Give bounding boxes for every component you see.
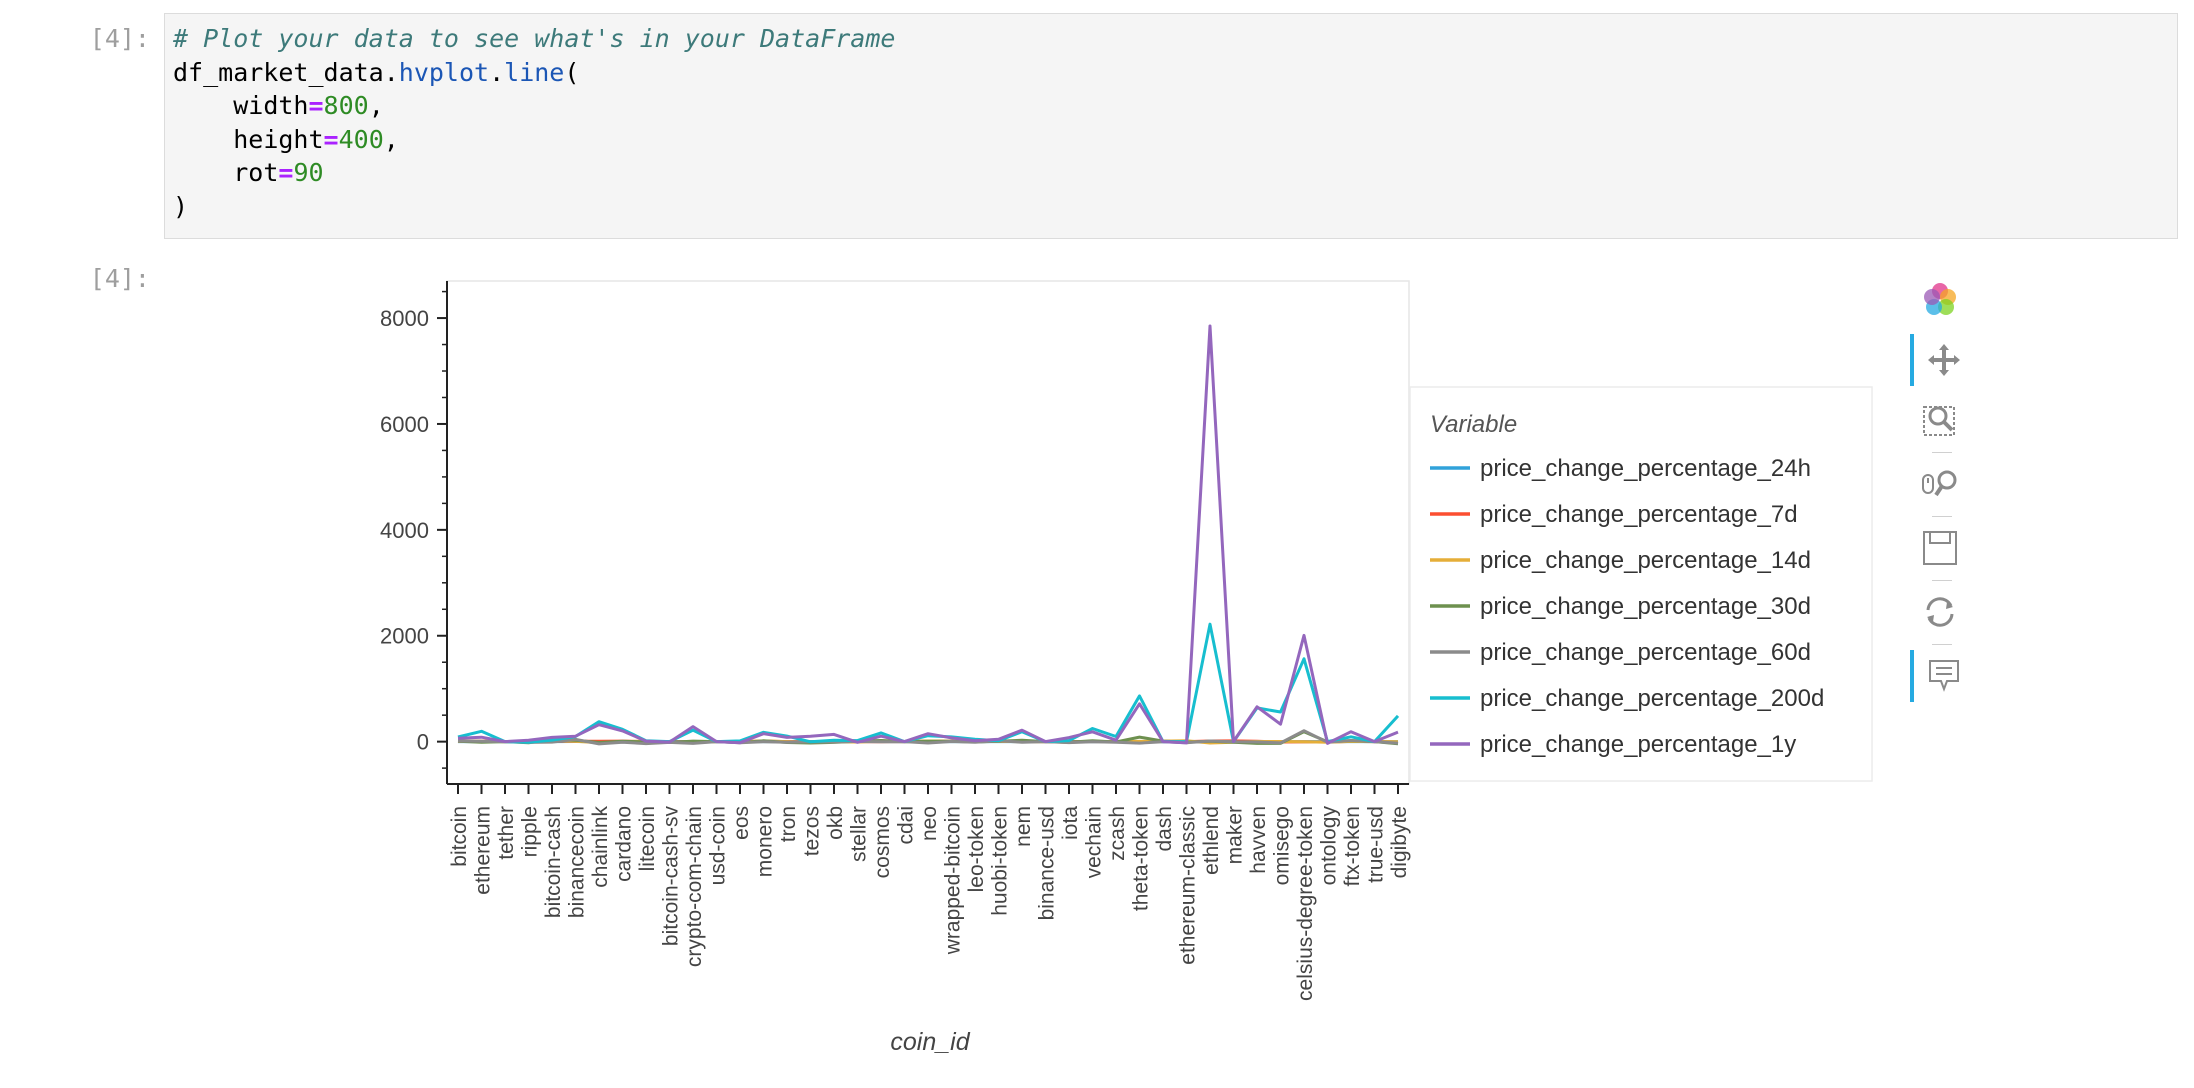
series-line-price-change-percentage-1y bbox=[457, 324, 1399, 745]
x-tick-label: binancecoin bbox=[566, 806, 589, 918]
y-axis: 0 2000 4000 6000 8000 bbox=[380, 281, 448, 784]
legend-item-label[interactable]: price_change_percentage_7d bbox=[1480, 501, 1798, 528]
pan-tool[interactable] bbox=[1910, 334, 1974, 386]
plot-toolbar bbox=[1910, 270, 1970, 710]
x-tick-label: ftx-token bbox=[1341, 806, 1364, 887]
x-axis-label: coin_id bbox=[890, 1028, 970, 1056]
code-attr-line: line bbox=[504, 57, 565, 87]
x-tick-label: ethereum bbox=[472, 806, 495, 895]
x-tick-label: okb bbox=[824, 806, 847, 840]
x-tick-label: monero bbox=[754, 806, 777, 877]
code-line-2: df_market_data.hvplot.line( bbox=[173, 57, 580, 87]
box-zoom-icon bbox=[1923, 406, 1955, 436]
x-tick-label: ethereum-classic bbox=[1177, 806, 1200, 965]
x-tick-label: chainlink bbox=[589, 806, 612, 888]
x-tick-label: wrapped-bitcoin bbox=[942, 806, 965, 955]
code-object: df_market_data bbox=[173, 57, 384, 87]
x-tick-label: tezos bbox=[801, 806, 824, 856]
series-group bbox=[457, 324, 1400, 746]
x-tick-label: nem bbox=[1012, 806, 1035, 847]
x-tick-label: vechain bbox=[1083, 806, 1106, 878]
legend-item-label[interactable]: price_change_percentage_60d bbox=[1480, 639, 1811, 666]
y-tick-label: 2000 bbox=[380, 624, 429, 649]
x-tick-label: theta-token bbox=[1130, 806, 1153, 911]
x-tick-label: dash bbox=[1153, 806, 1176, 852]
x-tick-label: bitcoin-cash bbox=[542, 806, 565, 918]
code-comment: # Plot your data to see what's in your D… bbox=[173, 24, 896, 53]
x-tick-label: crypto-com-chain bbox=[683, 806, 706, 967]
x-tick-label: cosmos bbox=[871, 806, 894, 878]
x-tick-label: stellar bbox=[848, 806, 871, 862]
x-tick-label: binance-usd bbox=[1036, 806, 1059, 920]
legend-item-label[interactable]: price_change_percentage_14d bbox=[1480, 547, 1811, 574]
x-tick-label: usd-coin bbox=[707, 806, 730, 885]
hover-tool[interactable] bbox=[1910, 650, 1974, 702]
code-cell-editor[interactable]: # Plot your data to see what's in your D… bbox=[164, 13, 2178, 239]
code-val-rot: 90 bbox=[293, 158, 324, 187]
pan-icon bbox=[1928, 344, 1960, 376]
wheel-zoom-tool[interactable] bbox=[1910, 458, 1970, 510]
bokeh-logo-icon[interactable] bbox=[1910, 274, 1970, 326]
y-tick-label: 8000 bbox=[380, 306, 429, 331]
x-tick-label: iota bbox=[1059, 806, 1082, 840]
code-val-height: 400 bbox=[338, 124, 384, 154]
x-tick-label: bitcoin-cash-sv bbox=[660, 806, 683, 947]
reset-tool[interactable] bbox=[1910, 586, 1970, 638]
input-prompt: [4]: bbox=[89, 24, 150, 53]
x-tick-label: digibyte bbox=[1388, 806, 1411, 878]
x-tick-label: true-usd bbox=[1365, 806, 1388, 883]
code-arg-width: width bbox=[233, 91, 309, 120]
code-arg-height: height bbox=[233, 124, 324, 154]
x-tick-label: neo bbox=[918, 806, 941, 841]
legend-item-label[interactable]: price_change_percentage_200d bbox=[1480, 685, 1824, 712]
code-val-width: 800 bbox=[323, 91, 369, 120]
x-tick-label: ontology bbox=[1318, 806, 1341, 886]
y-tick-label: 6000 bbox=[380, 412, 429, 437]
x-tick-label: ethlend bbox=[1200, 806, 1223, 875]
reset-icon bbox=[1926, 597, 1954, 627]
wheel-zoom-icon bbox=[1922, 470, 1957, 497]
code-line-1: # Plot your data to see what's in your D… bbox=[173, 22, 2169, 56]
x-tick-label: maker bbox=[1224, 806, 1247, 864]
save-icon bbox=[1923, 531, 1957, 565]
x-tick-label: cardano bbox=[613, 806, 636, 882]
x-tick-label: bitcoin bbox=[448, 806, 471, 867]
y-tick-label: 4000 bbox=[380, 518, 429, 543]
x-tick-label: zcash bbox=[1106, 806, 1129, 861]
series-line-price-change-percentage-60d bbox=[457, 729, 1399, 746]
x-axis: bitcoin ethereum tether ripple bitcoin-cash b… bbox=[447, 783, 1411, 1001]
code-arg-rot: rot bbox=[233, 158, 279, 187]
code-line-5: rot=90 bbox=[233, 158, 324, 187]
x-tick-label: huobi-token bbox=[989, 806, 1012, 916]
legend-item-label[interactable]: price_change_percentage_1y bbox=[1480, 731, 1796, 758]
plot-frame bbox=[446, 280, 1410, 785]
code-line-6: ) bbox=[173, 191, 189, 221]
legend-items: price_change_percentage_24h price_change_… bbox=[1430, 455, 1824, 758]
legend-item-label[interactable]: price_change_percentage_24h bbox=[1480, 455, 1811, 482]
x-tick-label: litecoin bbox=[636, 806, 659, 871]
x-tick-label: tron bbox=[777, 806, 800, 842]
code-line-4: height=400, bbox=[233, 124, 399, 154]
y-tick-label: 0 bbox=[417, 730, 429, 755]
hover-icon bbox=[1929, 660, 1959, 692]
legend-item-label[interactable]: price_change_percentage_30d bbox=[1480, 593, 1811, 620]
x-tick-label: leo-token bbox=[965, 806, 988, 892]
output-prompt: [4]: bbox=[89, 264, 150, 293]
x-tick-label: ripple bbox=[519, 806, 542, 857]
box-zoom-tool[interactable] bbox=[1910, 394, 1970, 446]
x-tick-label: havven bbox=[1247, 806, 1270, 874]
x-tick-label: omisego bbox=[1271, 806, 1294, 885]
x-tick-label: eos bbox=[730, 806, 753, 840]
code-line-3: width=800, bbox=[233, 91, 384, 120]
x-tick-label: cdai bbox=[895, 806, 918, 845]
legend-box bbox=[1409, 386, 1873, 782]
legend-title: Variable bbox=[1430, 411, 1517, 438]
save-tool[interactable] bbox=[1910, 522, 1970, 574]
code-attr-hvplot: hvplot bbox=[398, 57, 490, 87]
x-tick-label: tether bbox=[495, 806, 518, 860]
x-tick-label: celsius-degree-token bbox=[1294, 806, 1317, 1001]
